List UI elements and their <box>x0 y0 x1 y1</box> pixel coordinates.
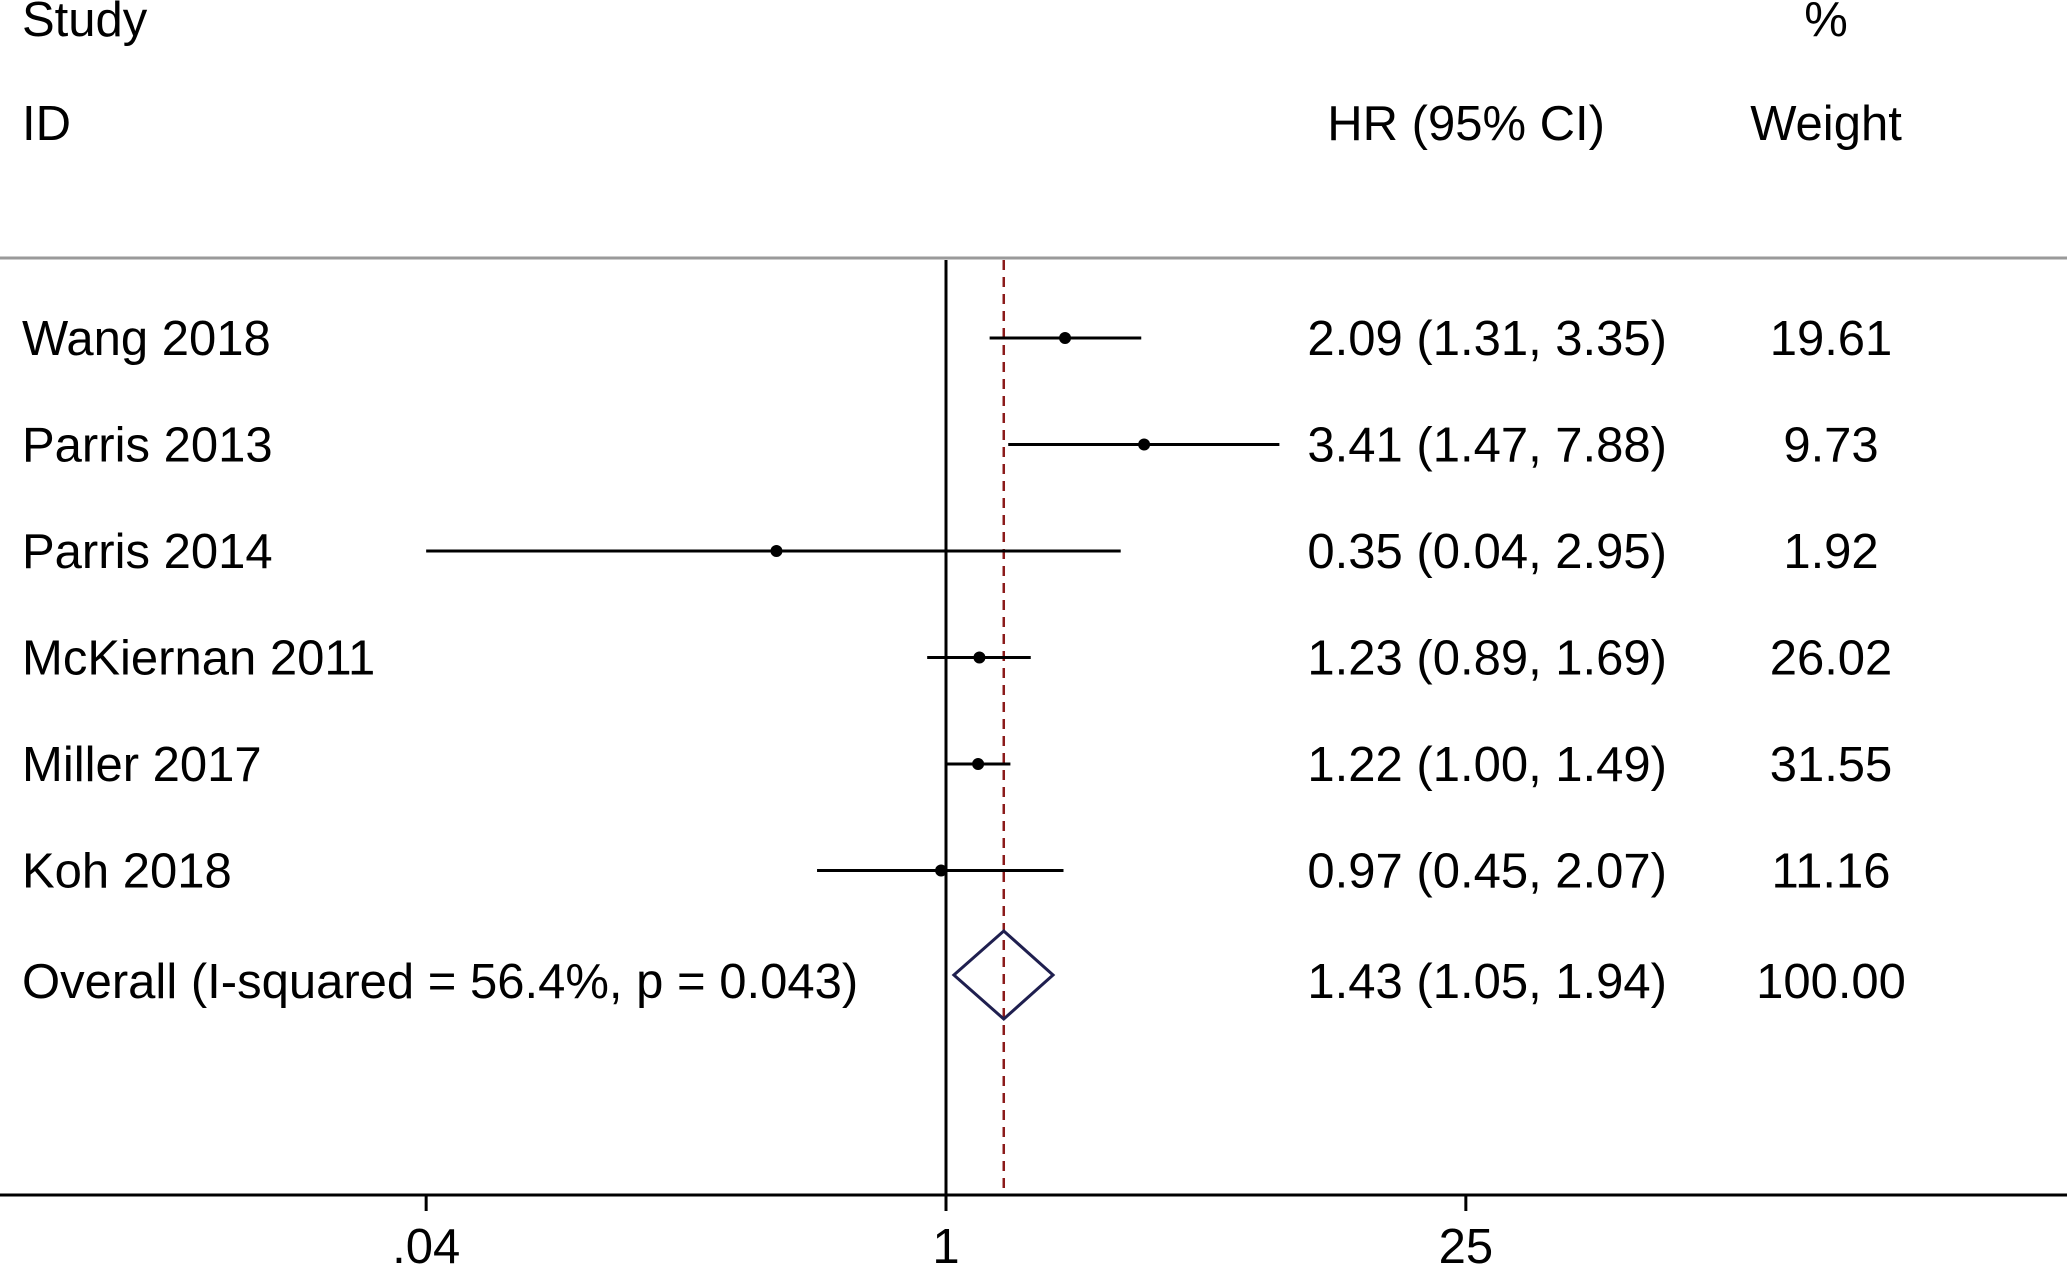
point-estimate <box>935 864 948 877</box>
study-ci-text: 0.35 (0.04, 2.95) <box>1307 525 1667 579</box>
study-weight: 31.55 <box>1770 738 1893 792</box>
overall-row: Overall (I-squared = 56.4%, p = 0.043) 1… <box>22 928 1906 1022</box>
point-estimate <box>1138 438 1151 451</box>
x-tick-label: 1 <box>932 1220 959 1271</box>
study-ci-text: 1.22 (1.00, 1.49) <box>1307 738 1667 792</box>
point-estimate <box>972 758 985 770</box>
study-ci-text: 0.97 (0.45, 2.07) <box>1307 845 1667 899</box>
study-ci-text: 1.23 (0.89, 1.69) <box>1307 632 1667 686</box>
study-label: Parris 2013 <box>22 419 273 473</box>
overall-weight: 100.00 <box>1756 955 1906 1009</box>
overall-diamond <box>951 928 1056 1022</box>
overall-ci-text: 1.43 (1.05, 1.94) <box>1307 955 1667 1009</box>
study-row: Koh 2018 0.97 (0.45, 2.07) 11.16 <box>22 845 1890 899</box>
study-ci-text: 2.09 (1.31, 3.35) <box>1307 312 1667 366</box>
header-study: Study <box>22 0 148 47</box>
point-estimate <box>973 651 986 664</box>
overall-label: Overall (I-squared = 56.4%, p = 0.043) <box>22 955 858 1009</box>
x-axis-ticks: .04 1 25 <box>392 1195 1493 1271</box>
study-ci-text: 3.41 (1.47, 7.88) <box>1307 419 1667 473</box>
x-tick-label: 25 <box>1439 1220 1494 1271</box>
study-row: Parris 2013 3.41 (1.47, 7.88) 9.73 <box>22 419 1879 473</box>
study-row: Wang 2018 2.09 (1.31, 3.35) 19.61 <box>22 312 1892 366</box>
study-row: Parris 2014 0.35 (0.04, 2.95) 1.92 <box>22 525 1879 579</box>
study-row: Miller 2017 1.22 (1.00, 1.49) 31.55 <box>22 738 1892 792</box>
header-weight: Weight <box>1750 97 1902 151</box>
study-label: McKiernan 2011 <box>22 632 375 686</box>
x-tick-label: .04 <box>392 1220 460 1271</box>
study-row: McKiernan 2011 1.23 (0.89, 1.69) 26.02 <box>22 632 1892 686</box>
study-weight: 11.16 <box>1772 845 1891 899</box>
study-weight: 26.02 <box>1770 632 1893 686</box>
study-weight: 9.73 <box>1783 419 1878 473</box>
study-label: Koh 2018 <box>22 845 232 899</box>
point-estimate <box>1059 332 1072 344</box>
study-label: Miller 2017 <box>22 738 262 792</box>
header-id: ID <box>22 97 71 151</box>
study-weight: 1.92 <box>1783 525 1878 579</box>
study-weight: 19.61 <box>1770 312 1893 366</box>
study-label: Wang 2018 <box>22 312 271 366</box>
study-rows: Wang 2018 2.09 (1.31, 3.35) 19.61 Parris 20… <box>22 312 1892 899</box>
header-percent: % <box>1804 0 1848 47</box>
header-hr-ci: HR (95% CI) <box>1327 97 1605 151</box>
point-estimate <box>770 545 783 557</box>
study-label: Parris 2014 <box>22 525 273 579</box>
